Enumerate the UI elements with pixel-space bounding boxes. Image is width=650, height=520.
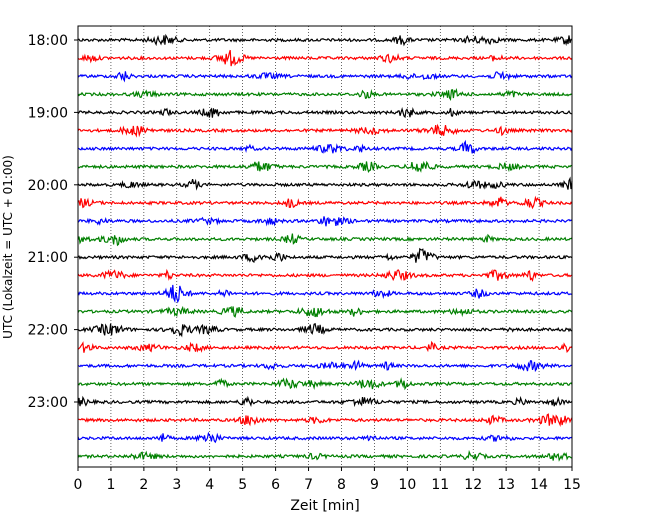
y-axis-ticks: 18:00 19:00 20:00 21:00 22:00 23:00: [28, 33, 78, 411]
x-tick-label-12: 12: [464, 477, 482, 493]
x-tick-label-2: 2: [139, 477, 148, 493]
trace-line-6: [77, 139, 573, 155]
trace-line-3: [77, 87, 573, 102]
trace-line-1: [77, 49, 573, 67]
trace-line-5: [77, 123, 573, 138]
y-tick-label-22:00: 22:00: [28, 323, 68, 339]
x-tick-label-1: 1: [106, 477, 115, 493]
trace-line-19: [77, 377, 573, 391]
trace-series-group: [77, 33, 573, 462]
trace-line-10: [77, 216, 573, 227]
trace-line-21: [77, 413, 573, 427]
x-tick-label-15: 15: [563, 477, 581, 493]
trace-line-2: [77, 70, 573, 83]
x-tick-label-11: 11: [431, 477, 449, 493]
trace-line-0: [77, 33, 572, 47]
trace-line-14: [77, 284, 573, 304]
trace-line-9: [77, 195, 573, 210]
trace-line-7: [77, 160, 573, 174]
y-axis-label: UTC (Lokalzeit = UTC + 01:00): [1, 155, 15, 339]
trace-line-20: [77, 395, 573, 408]
trace-line-16: [77, 322, 573, 338]
x-tick-label-10: 10: [398, 477, 416, 493]
trace-line-22: [77, 431, 573, 444]
x-tick-label-4: 4: [205, 477, 214, 493]
x-tick-label-9: 9: [370, 477, 379, 493]
trace-line-17: [77, 340, 573, 353]
x-tick-label-3: 3: [172, 477, 181, 493]
trace-line-15: [77, 305, 573, 318]
y-tick-label-20:00: 20:00: [28, 178, 68, 194]
y-tick-label-19:00: 19:00: [28, 105, 68, 121]
plot-frame: [77, 25, 573, 468]
x-tick-label-13: 13: [497, 477, 515, 493]
x-tick-label-8: 8: [337, 477, 346, 493]
x-tick-label-14: 14: [530, 477, 548, 493]
y-tick-label-21:00: 21:00: [28, 250, 68, 266]
x-tick-label-0: 0: [74, 477, 83, 493]
x-axis-ticks: 0 1 2 3 4 5 6 7 8 9 10 11 12 13 14 15: [74, 467, 581, 493]
trace-line-8: [77, 176, 573, 191]
trace-line-13: [77, 268, 573, 282]
x-tick-label-7: 7: [304, 477, 313, 493]
trace-line-18: [77, 359, 573, 373]
y-tick-label-23:00: 23:00: [28, 395, 68, 411]
trace-line-12: [77, 247, 573, 264]
x-tick-label-5: 5: [238, 477, 247, 493]
plot-background: [78, 26, 572, 467]
trace-line-23: [77, 449, 573, 462]
x-tick-label-6: 6: [271, 477, 280, 493]
trace-line-11: [77, 233, 573, 247]
x-axis-label: Zeit [min]: [290, 498, 359, 514]
y-tick-label-18:00: 18:00: [28, 33, 68, 49]
trace-line-4: [77, 106, 572, 119]
